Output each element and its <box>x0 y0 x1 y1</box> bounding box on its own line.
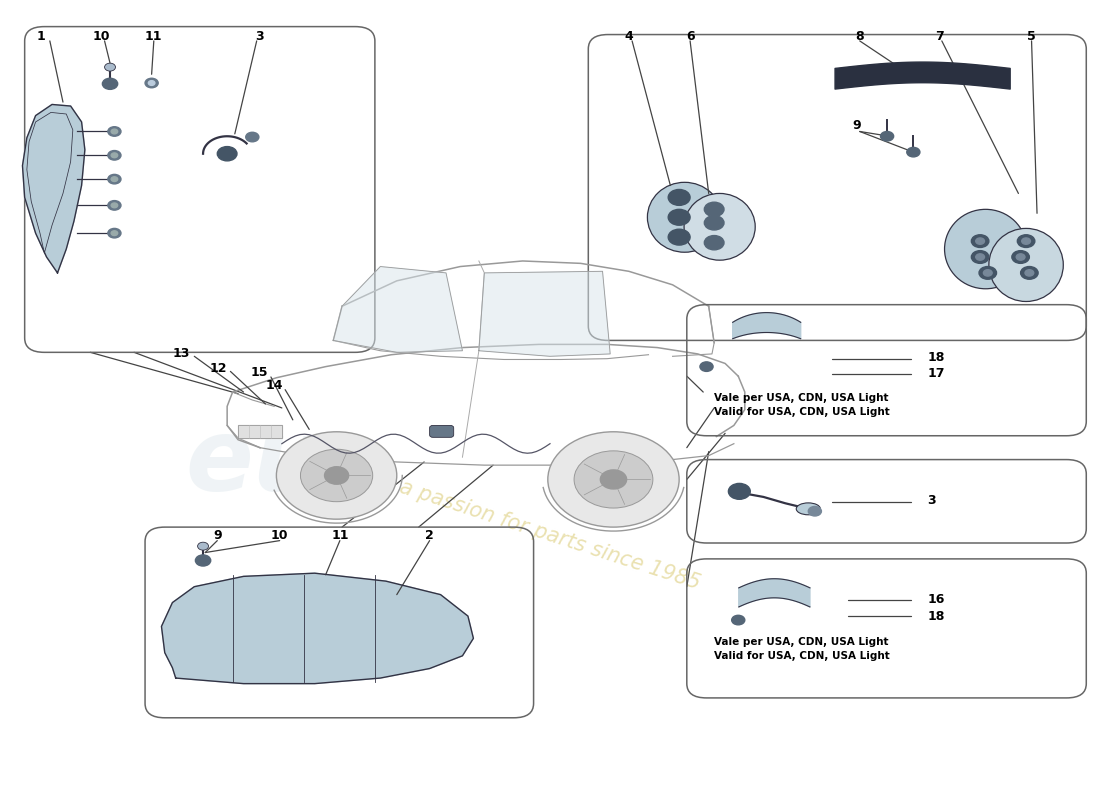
Circle shape <box>1016 254 1025 260</box>
Circle shape <box>976 254 984 260</box>
Text: 18: 18 <box>927 610 945 622</box>
Circle shape <box>808 506 822 516</box>
Text: a passion for parts since 1985: a passion for parts since 1985 <box>397 477 703 594</box>
Circle shape <box>880 131 893 141</box>
Text: eu: eu <box>185 415 324 512</box>
Circle shape <box>1025 270 1034 276</box>
Circle shape <box>102 78 118 90</box>
Circle shape <box>111 153 118 158</box>
Circle shape <box>145 78 158 88</box>
Text: 4: 4 <box>625 30 634 42</box>
Circle shape <box>111 129 118 134</box>
Text: 2: 2 <box>426 529 434 542</box>
Polygon shape <box>739 578 810 607</box>
Ellipse shape <box>989 228 1064 302</box>
Text: 3: 3 <box>927 494 936 507</box>
Text: 8: 8 <box>856 30 864 42</box>
Circle shape <box>111 203 118 208</box>
Circle shape <box>704 216 724 230</box>
Circle shape <box>704 235 724 250</box>
Polygon shape <box>478 271 610 356</box>
Text: 12: 12 <box>210 362 227 374</box>
Text: 15: 15 <box>250 366 267 378</box>
Circle shape <box>111 230 118 235</box>
Polygon shape <box>162 573 473 684</box>
Polygon shape <box>733 313 801 338</box>
Circle shape <box>108 174 121 184</box>
Circle shape <box>732 615 745 625</box>
Polygon shape <box>22 105 85 273</box>
Circle shape <box>245 132 258 142</box>
Text: 6: 6 <box>685 30 694 42</box>
Text: 11: 11 <box>145 30 163 42</box>
Circle shape <box>976 238 984 244</box>
Polygon shape <box>333 266 462 352</box>
Text: 9: 9 <box>213 529 221 542</box>
Circle shape <box>108 150 121 160</box>
Circle shape <box>601 470 627 489</box>
Circle shape <box>983 270 992 276</box>
Text: 1: 1 <box>36 30 45 42</box>
Circle shape <box>574 451 653 508</box>
Ellipse shape <box>945 210 1026 289</box>
Text: 7: 7 <box>935 30 944 42</box>
Circle shape <box>324 466 349 484</box>
Text: 10: 10 <box>271 529 288 542</box>
Circle shape <box>1018 234 1035 247</box>
Circle shape <box>108 126 121 136</box>
Text: Vale per USA, CDN, USA Light: Vale per USA, CDN, USA Light <box>715 637 889 646</box>
Text: 14: 14 <box>265 379 283 392</box>
Circle shape <box>700 362 713 371</box>
Text: 17: 17 <box>927 367 945 380</box>
Circle shape <box>108 201 121 210</box>
Circle shape <box>971 234 989 247</box>
Ellipse shape <box>796 503 821 514</box>
Text: 13: 13 <box>173 347 190 361</box>
Text: Valid for USA, CDN, USA Light: Valid for USA, CDN, USA Light <box>714 651 890 661</box>
Text: 10: 10 <box>92 30 110 42</box>
Text: 5: 5 <box>1027 30 1036 42</box>
Ellipse shape <box>684 194 756 260</box>
Circle shape <box>668 190 690 206</box>
Circle shape <box>218 146 236 161</box>
Circle shape <box>906 147 920 157</box>
Text: Vale per USA, CDN, USA Light: Vale per USA, CDN, USA Light <box>715 394 889 403</box>
Circle shape <box>104 63 116 71</box>
Circle shape <box>704 202 724 217</box>
Circle shape <box>971 250 989 263</box>
Polygon shape <box>238 426 282 438</box>
Circle shape <box>300 450 373 502</box>
Circle shape <box>198 542 209 550</box>
Circle shape <box>108 229 121 238</box>
Circle shape <box>1012 250 1030 263</box>
Circle shape <box>111 177 118 182</box>
Circle shape <box>148 81 155 86</box>
Circle shape <box>196 555 211 566</box>
Circle shape <box>668 229 690 245</box>
Circle shape <box>276 432 397 519</box>
Text: 11: 11 <box>331 529 349 542</box>
Text: 18: 18 <box>927 351 945 364</box>
Circle shape <box>548 432 679 527</box>
Circle shape <box>1021 266 1038 279</box>
FancyBboxPatch shape <box>430 426 453 438</box>
Ellipse shape <box>648 182 722 252</box>
Text: 3: 3 <box>255 30 264 42</box>
Circle shape <box>728 483 750 499</box>
Circle shape <box>668 210 690 226</box>
Text: 16: 16 <box>927 593 945 606</box>
Circle shape <box>1022 238 1031 244</box>
Text: Valid for USA, CDN, USA Light: Valid for USA, CDN, USA Light <box>714 407 890 417</box>
Circle shape <box>979 266 997 279</box>
Text: 9: 9 <box>852 119 861 133</box>
